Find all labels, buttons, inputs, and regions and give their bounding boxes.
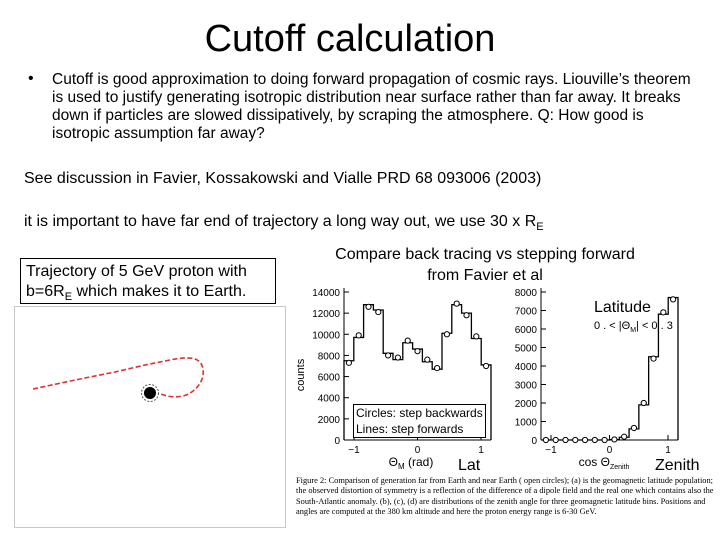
a-circle-point bbox=[404, 337, 411, 344]
b-circle-point bbox=[552, 436, 559, 444]
b-xtick-label: 1 bbox=[665, 445, 671, 456]
b-circle-point bbox=[621, 433, 628, 440]
panel-a: 14000 12000 10000 8000 6000 4000 2000 0 −1 0 1 co… bbox=[295, 288, 492, 471]
a-circle-point bbox=[345, 359, 353, 366]
compare-caption: Compare back tracing vs stepping forward… bbox=[300, 244, 670, 286]
plot-legend: Circles: step backwards Lines: step forw… bbox=[353, 404, 486, 438]
far-end-subscript: E bbox=[536, 221, 544, 234]
far-end-text: it is important to have far end of traje… bbox=[24, 213, 537, 230]
figure-caption: Figure 2: Comparison of generation far f… bbox=[296, 476, 714, 516]
b-circle-point bbox=[640, 399, 647, 407]
panel-a-xlabel: ΘM (rad) bbox=[389, 455, 434, 471]
a-circle-point bbox=[434, 365, 441, 372]
b-ytick-label: 3000 bbox=[515, 381, 538, 392]
a-ytick-label: 12000 bbox=[312, 309, 340, 320]
slide-title: Cutoff calculation bbox=[204, 18, 496, 60]
a-ytick-label: 0 bbox=[334, 436, 340, 447]
zenith-label: Zenith bbox=[655, 457, 700, 474]
far-end-note: it is important to have far end of traje… bbox=[24, 213, 544, 233]
b-circle-point bbox=[572, 436, 579, 444]
trajectory-plot bbox=[32, 357, 205, 402]
b-circle-point bbox=[562, 436, 569, 444]
b-ytick-label: 1000 bbox=[515, 418, 538, 429]
a-xtick-label: 1 bbox=[478, 445, 484, 456]
panel-a-ylabel: counts bbox=[295, 358, 307, 391]
earth-icon bbox=[144, 387, 156, 399]
a-circle-point bbox=[463, 312, 470, 319]
bullet-marker: • bbox=[28, 70, 34, 87]
b-circle-point bbox=[660, 309, 667, 316]
trajectory-caption-line1: Trajectory of 5 GeV proton with bbox=[26, 263, 247, 280]
a-ytick-label: 10000 bbox=[312, 330, 340, 341]
compare-caption-line2: from Favier et al bbox=[427, 267, 543, 284]
b-ytick-label: 5000 bbox=[515, 344, 538, 355]
panel-b: 8000 7000 6000 5000 4000 3000 2000 1000 0 −1 0 1 c… bbox=[515, 288, 679, 471]
a-circle-point bbox=[443, 331, 450, 338]
a-circle-point bbox=[375, 308, 382, 316]
a-xtick-label: 0 bbox=[415, 445, 421, 456]
panel-b-xlabel: cos ΘZenith bbox=[579, 455, 630, 471]
b-ytick-label: 2000 bbox=[515, 399, 538, 410]
b-circle-point bbox=[611, 436, 618, 443]
a-ytick-label: 2000 bbox=[318, 415, 341, 426]
b-ytick-label: 6000 bbox=[515, 325, 538, 336]
trajectory-figure bbox=[14, 306, 286, 528]
b-circle-point bbox=[670, 296, 677, 303]
a-circle-point bbox=[414, 348, 421, 355]
a-ytick-label: 4000 bbox=[318, 394, 341, 405]
a-ytick-label: 14000 bbox=[312, 288, 340, 299]
b-ytick-label: 8000 bbox=[515, 288, 538, 299]
lat-label: Lat bbox=[458, 457, 481, 474]
panel-b-forward-histogram bbox=[541, 296, 679, 441]
a-circle-point bbox=[385, 352, 392, 359]
b-circle-point bbox=[542, 436, 549, 444]
bullet-text: Cutoff is good approximation to doing fo… bbox=[52, 71, 691, 142]
a-circle-point bbox=[473, 333, 480, 340]
legend-lines: Lines: step forwards bbox=[356, 422, 464, 436]
legend-circles: Circles: step backwards bbox=[356, 406, 483, 420]
a-circle-point bbox=[483, 362, 490, 370]
b-ytick-label: 7000 bbox=[515, 307, 538, 318]
discussion-reference: See discussion in Favier, Kossakowski an… bbox=[24, 170, 542, 187]
b-circle-point bbox=[591, 436, 598, 444]
trajectory-curve bbox=[32, 357, 205, 398]
a-circle-point bbox=[394, 354, 402, 361]
a-circle-point bbox=[355, 332, 362, 339]
a-ytick-label: 6000 bbox=[318, 373, 341, 384]
a-circle-point bbox=[365, 303, 372, 310]
a-circle-point bbox=[424, 356, 431, 363]
latitude-range-label: 0 . < |ΘM| < 0 . 3 bbox=[594, 320, 673, 335]
trajectory-caption-box: Trajectory of 5 GeV proton with b=6RE wh… bbox=[20, 258, 276, 304]
b-circle-point bbox=[630, 424, 638, 432]
b-xtick-label: −1 bbox=[545, 445, 557, 456]
trajectory-caption-line2: b=6RE which makes it to Earth. bbox=[26, 283, 247, 304]
b-xtick-label: 0 bbox=[607, 445, 613, 456]
a-xtick-label: −1 bbox=[348, 445, 360, 456]
a-ytick-label: 8000 bbox=[318, 351, 341, 362]
compare-caption-line1: Compare back tracing vs stepping forward bbox=[335, 246, 635, 263]
b-ytick-label: 0 bbox=[531, 436, 537, 447]
latitude-label: Latitude bbox=[594, 299, 651, 316]
b-ytick-label: 4000 bbox=[515, 362, 538, 373]
b-circle-point bbox=[581, 436, 589, 444]
b-circle-point bbox=[650, 355, 657, 362]
b-circle-point bbox=[601, 436, 608, 444]
a-circle-point bbox=[453, 300, 460, 307]
